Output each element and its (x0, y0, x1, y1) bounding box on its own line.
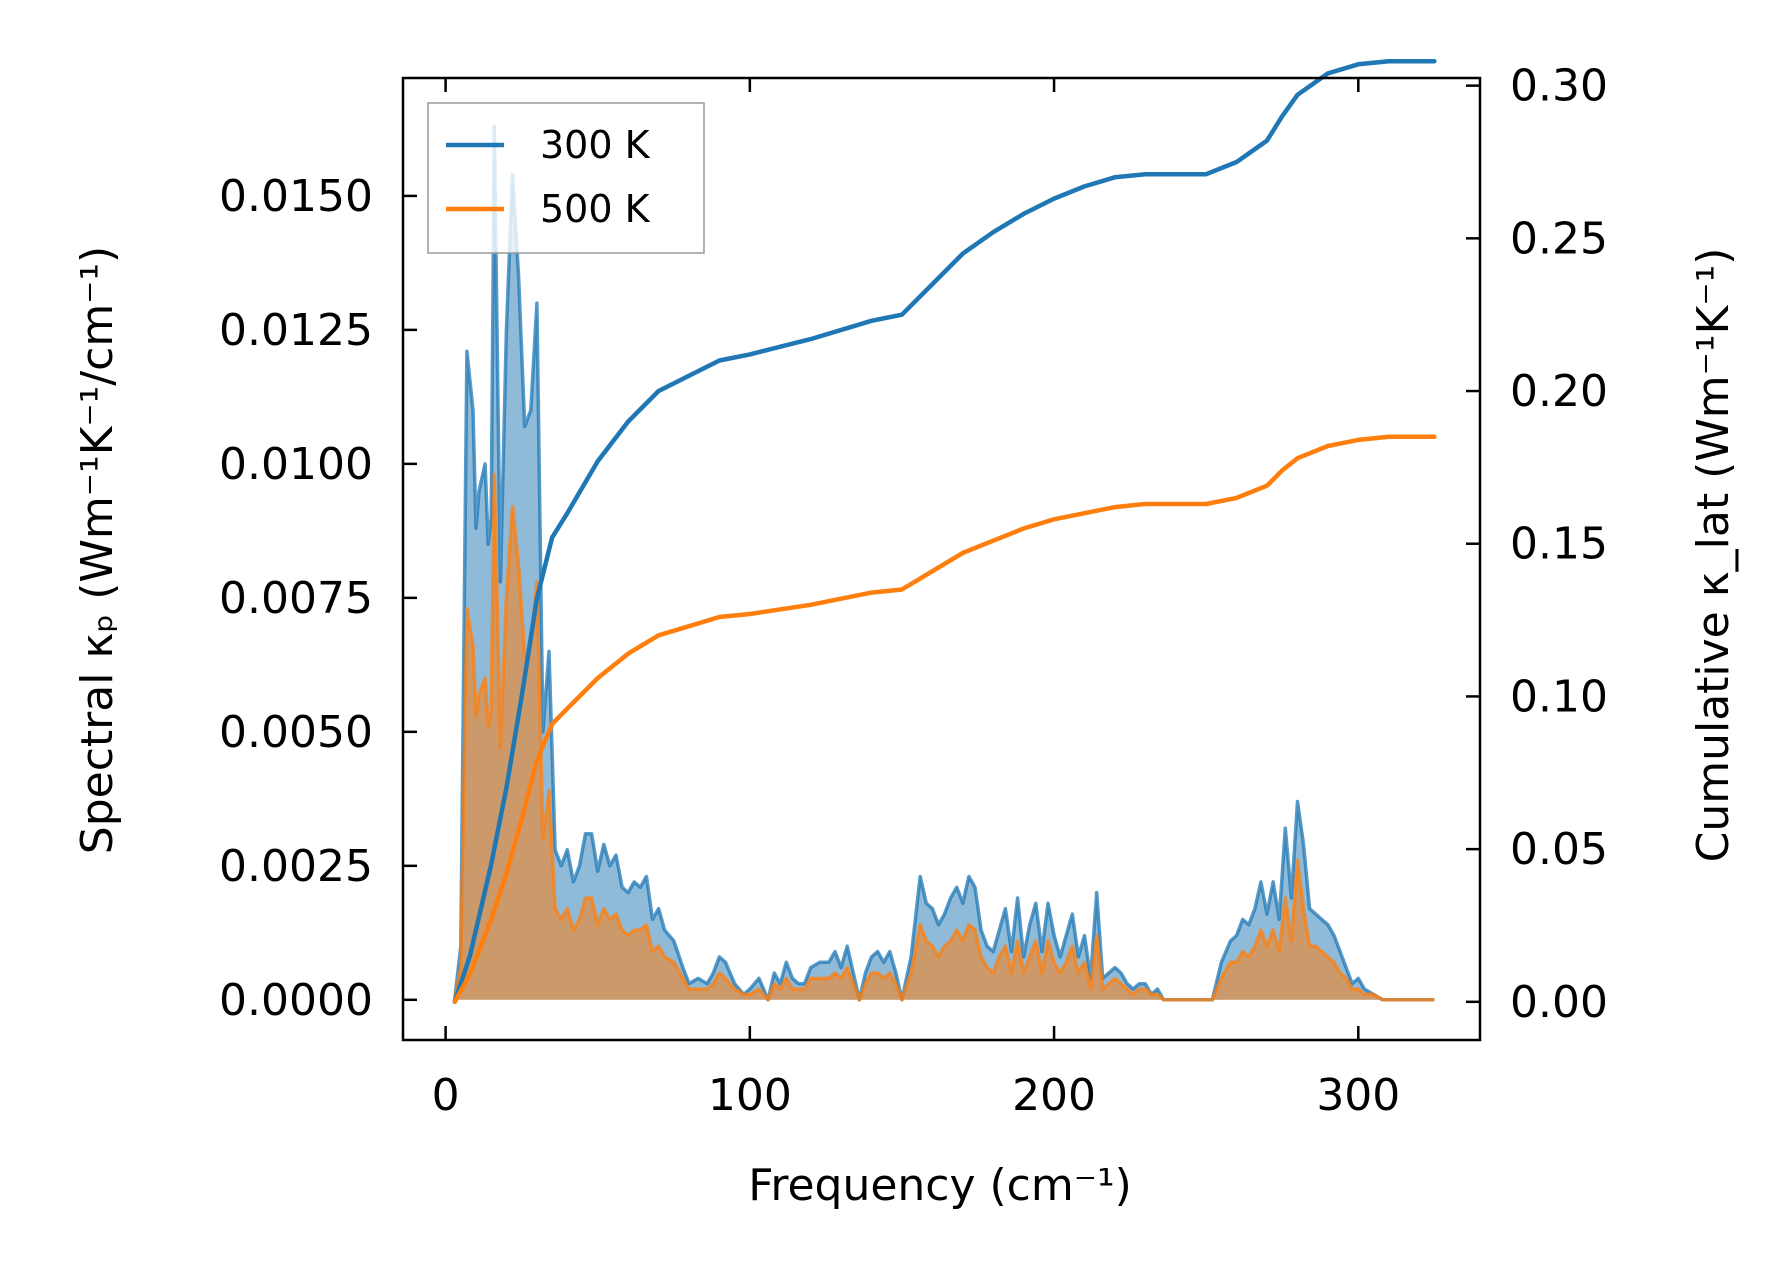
x-tick-label: 200 (1012, 1070, 1096, 1121)
y-left-tick-label: 0.0100 (219, 439, 373, 490)
axes: 0 100 200 300 0.0000 0.0025 0.0050 0.0075 0.0100… (219, 61, 1608, 1121)
plot-area (452, 58, 1437, 1005)
y-left-tick-label: 0.0125 (219, 305, 373, 356)
spectral-line-300k (452, 124, 1435, 1002)
y-right-tick-label: 0.05 (1510, 824, 1608, 875)
x-tick-label: 300 (1316, 1070, 1400, 1121)
legend: 300 K 500 K (427, 102, 705, 254)
x-axis-title: Frequency (cm⁻¹) (748, 1160, 1132, 1211)
y-right-tick-label: 0.30 (1510, 61, 1608, 112)
y-right-tick-label: 0.00 (1510, 977, 1608, 1028)
y-right-tick-label: 0.10 (1510, 671, 1608, 722)
y-left-tick-label: 0.0025 (219, 841, 373, 892)
plot-frame (401, 76, 1482, 1042)
y-left-tick-label: 0.0050 (219, 707, 373, 758)
legend-box (427, 102, 705, 254)
x-tick-label: 100 (708, 1070, 792, 1121)
y-left-tick-label: 0.0075 (219, 573, 373, 624)
y-left-axis-title: Spectral κₚ (Wm⁻¹K⁻¹/cm⁻¹) (72, 246, 123, 854)
spectral-area-500k (454, 474, 1435, 1000)
x-tick-label: 0 (432, 1070, 460, 1121)
y-right-tick-label: 0.25 (1510, 213, 1608, 264)
y-left-tick-label: 0.0150 (219, 171, 373, 222)
y-right-tick-label: 0.15 (1510, 519, 1608, 570)
y-right-tick-label: 0.20 (1510, 366, 1608, 417)
legend-label-500k: 500 K (540, 187, 651, 231)
y-left-tick-label: 0.0000 (219, 975, 373, 1026)
cumulative-line-300k (452, 58, 1437, 1005)
legend-label-300k: 300 K (540, 123, 651, 167)
y-right-axis-title: Cumulative κ_lat (Wm⁻¹K⁻¹) (1688, 248, 1739, 863)
cumulative-line-500k (452, 434, 1437, 1005)
spectral-line-500k (452, 472, 1435, 1002)
